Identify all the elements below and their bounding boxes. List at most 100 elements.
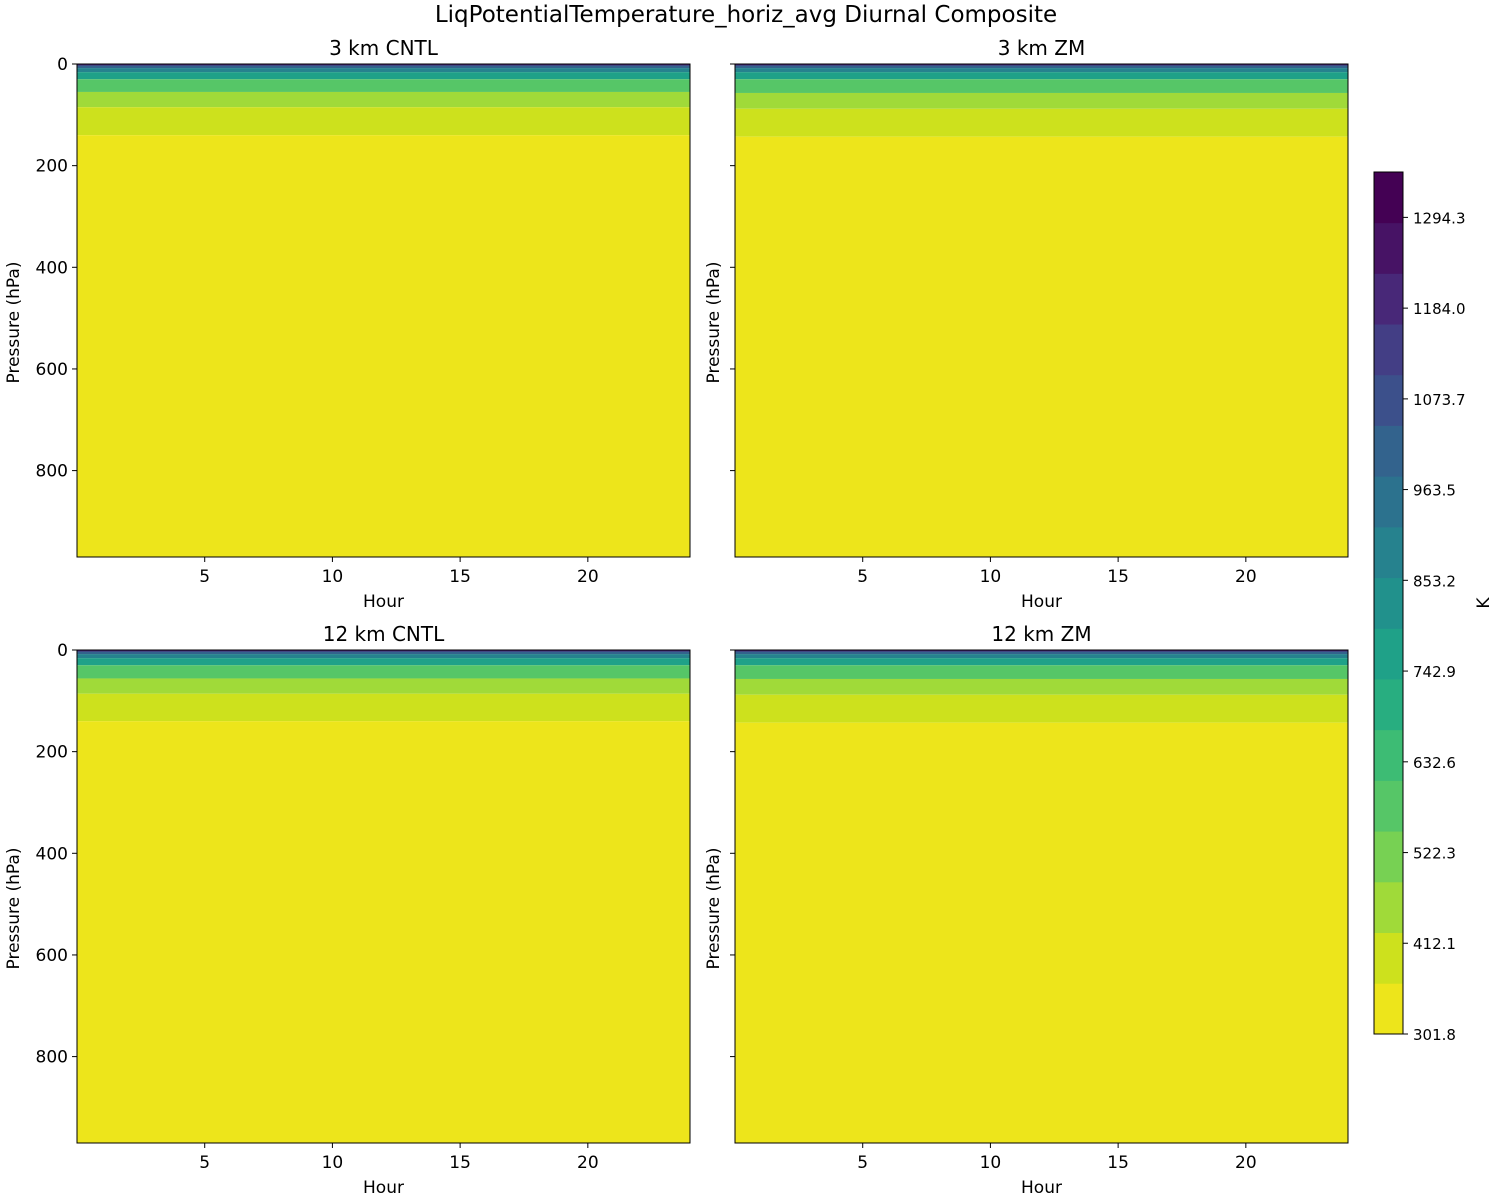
colorbar-tick-label: 1184.0 (1413, 300, 1466, 318)
colorbar-level (1374, 172, 1403, 224)
colorbar-level (1374, 374, 1403, 426)
contour-band (735, 68, 1348, 73)
contour-band (77, 693, 690, 722)
colorbar-level (1374, 526, 1403, 579)
colorbar-level (1374, 222, 1403, 274)
x-tick-label: 10 (980, 1153, 1002, 1173)
y-tick-label: 600 (36, 946, 68, 966)
colorbar-level (1374, 679, 1403, 731)
x-tick-label: 5 (199, 1153, 210, 1173)
contour-band (735, 108, 1348, 137)
axes-frame (76, 63, 691, 558)
contour-band (735, 64, 1348, 66)
y-axis-label: Pressure (hPa) (4, 848, 24, 970)
axes-frame (734, 63, 1349, 558)
x-tick-label: 5 (857, 567, 868, 587)
y-tick-label: 600 (36, 360, 68, 380)
colorbar-tick-label: 301.8 (1413, 1026, 1456, 1044)
contour-band (77, 665, 690, 679)
contour-band (77, 650, 690, 652)
axes-frame (734, 649, 1349, 1144)
contour-band (77, 65, 690, 69)
contour-band (735, 658, 1348, 666)
y-axis-label: Pressure (hPa) (704, 848, 724, 970)
x-tick-label: 10 (322, 1153, 344, 1173)
contour-band (77, 91, 690, 108)
x-axis-label: Hour (1021, 1178, 1062, 1198)
y-tick-label: 400 (36, 258, 68, 278)
x-axis-label: Hour (1021, 592, 1062, 612)
contour-band (77, 658, 690, 666)
contour-band (77, 678, 690, 694)
colorbar-tick-label: 1073.7 (1413, 391, 1466, 409)
colorbar-level (1374, 425, 1403, 477)
contour-band (735, 72, 1348, 80)
colorbar-level (1374, 476, 1403, 528)
panel-2: 3 km ZM 5 10 15 20 Hour Pressure (hPa) (704, 36, 1349, 612)
contour-band (735, 650, 1348, 652)
colorbar-level (1374, 780, 1403, 832)
contour-band (77, 72, 690, 80)
contour-band (77, 654, 690, 659)
contour-band (735, 722, 1348, 1143)
contour-band (735, 654, 1348, 659)
colorbar-tick-label: 853.2 (1413, 572, 1456, 590)
panel-3: 12 km CNTL 5 10 15 20 Hour 0 200 400 600 800 Pressu… (4, 622, 691, 1198)
colorbar-level (1374, 729, 1403, 781)
colorbar: 301.8 412.1 522.3 632.6 742.9 853.2 963.5 1073.… (1373, 171, 1494, 1044)
contour-band (77, 135, 690, 557)
axes-frame (76, 649, 691, 1144)
colorbar-tick-label: 412.1 (1413, 935, 1456, 953)
y-axis-label: Pressure (hPa) (4, 262, 24, 384)
contour-band (77, 79, 690, 92)
colorbar-level (1374, 983, 1403, 1035)
panel-title: 3 km ZM (998, 36, 1085, 60)
y-tick-label: 800 (36, 462, 68, 482)
colorbar-tick-label: 963.5 (1413, 482, 1456, 500)
panel-title: 3 km CNTL (329, 36, 439, 60)
figure-title: LiqPotentialTemperature_horiz_avg Diurna… (434, 2, 1058, 28)
y-tick-label: 200 (36, 157, 68, 177)
contour-band (77, 68, 690, 73)
contour-band (735, 651, 1348, 655)
colorbar-level (1374, 628, 1403, 680)
contour-band (77, 107, 690, 136)
colorbar-level (1374, 831, 1403, 883)
contour-band (735, 665, 1348, 679)
x-tick-label: 15 (1107, 567, 1129, 587)
colorbar-level (1374, 577, 1403, 629)
colorbar-frame (1373, 171, 1404, 1035)
colorbar-level (1374, 324, 1403, 376)
contour-band (735, 678, 1348, 695)
contour-band (77, 721, 690, 1143)
y-axis-label: Pressure (hPa) (704, 262, 724, 384)
y-tick-label: 0 (57, 55, 68, 75)
x-tick-label: 10 (980, 567, 1002, 587)
contour-band (735, 92, 1348, 109)
x-tick-label: 15 (449, 1153, 471, 1173)
x-tick-label: 20 (1235, 1153, 1257, 1173)
y-tick-label: 800 (36, 1048, 68, 1068)
contour-band (735, 136, 1348, 557)
y-tick-label: 200 (36, 743, 68, 763)
x-tick-label: 20 (577, 1153, 599, 1173)
x-tick-label: 20 (1235, 567, 1257, 587)
colorbar-level (1374, 881, 1403, 933)
contour-band (735, 79, 1348, 93)
colorbar-tick-label: 1294.3 (1413, 209, 1466, 227)
y-tick-label: 400 (36, 844, 68, 864)
x-tick-label: 5 (199, 567, 210, 587)
x-tick-label: 15 (449, 567, 471, 587)
contour-band (735, 65, 1348, 69)
panel-4: 12 km ZM 5 10 15 20 Hour Pressure (hPa) (704, 622, 1349, 1198)
x-tick-label: 20 (577, 567, 599, 587)
x-tick-label: 15 (1107, 1153, 1129, 1173)
colorbar-level (1374, 932, 1403, 984)
colorbar-tick-label: 632.6 (1413, 754, 1456, 772)
contour-band (77, 64, 690, 66)
panel-title: 12 km ZM (991, 622, 1091, 646)
y-tick-label: 0 (57, 641, 68, 661)
x-axis-label: Hour (363, 592, 404, 612)
